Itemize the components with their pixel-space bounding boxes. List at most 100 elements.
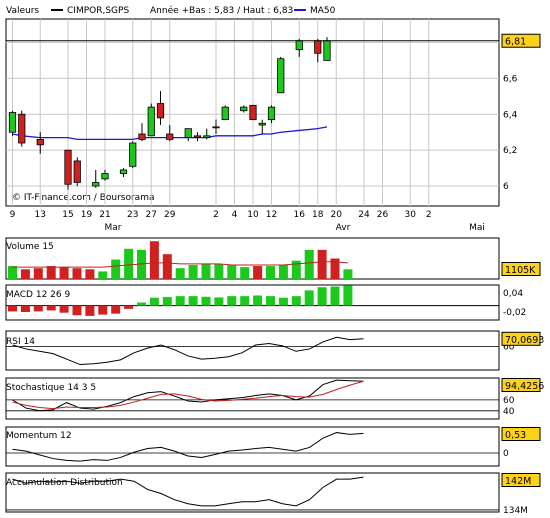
candle-body-7 — [119, 169, 128, 174]
x-tick-label-1: 13 — [35, 210, 46, 220]
accumulation-panel-frame — [5, 472, 500, 513]
stochastic-y-tick-label-0: 60 — [503, 396, 515, 406]
macd-panel-frame — [5, 284, 500, 321]
price-y-tick-label-1: 6,2 — [503, 146, 517, 156]
macd-bar-20 — [266, 296, 275, 306]
candle-body-6 — [101, 173, 109, 180]
macd-bar-22 — [291, 296, 301, 306]
momentum-panel-frame — [5, 426, 500, 467]
macd-bar-1 — [20, 305, 30, 313]
accumulation-title: Accumulation Distribution — [6, 478, 123, 488]
x-tick-label-11: 12 — [266, 210, 277, 220]
macd-bar-17 — [227, 296, 237, 306]
candle-body-1 — [18, 113, 26, 144]
volume-bar-12 — [162, 254, 172, 279]
chart-marks: 66,26,46,66,8913151921232729241012161820… — [5, 18, 544, 516]
macd-bar-0 — [8, 305, 17, 312]
volume-bar-22 — [291, 260, 301, 279]
volume-bar-4 — [59, 267, 69, 279]
stochastic-line-1 — [12, 380, 364, 410]
macd-bar-25 — [330, 286, 340, 306]
x-tick-label-2: 15 — [62, 210, 73, 220]
macd-bar-2 — [33, 305, 43, 312]
macd-bar-6 — [85, 305, 95, 316]
macd-bar-23 — [304, 290, 314, 306]
volume-bar-18 — [240, 267, 250, 279]
x-tick-label-16: 26 — [377, 210, 389, 220]
rsi-tag-box — [501, 331, 541, 346]
panel-label: Valeurs — [6, 6, 39, 16]
momentum-tag-text: 0,53 — [505, 430, 526, 441]
macd-bar-21 — [278, 297, 288, 306]
legend-year-range: Année +Bas : 5,83 / Haut : 6,83 — [150, 5, 293, 16]
macd-bar-4 — [59, 305, 69, 313]
volume-bar-16 — [214, 263, 224, 279]
watermark: © IT-Finance.com / Boursorama — [12, 193, 154, 203]
macd-bar-14 — [188, 296, 198, 306]
volume-bar-21 — [278, 264, 288, 279]
volume-bar-19 — [253, 266, 263, 279]
x-tick-label-12: 16 — [294, 210, 306, 220]
macd-bar-9 — [124, 305, 134, 309]
volume-bar-23 — [304, 249, 314, 279]
macd-bar-15 — [201, 296, 211, 306]
x-tick-label-14: 20 — [331, 210, 343, 220]
rsi-y-tick-label-0: 60 — [503, 343, 515, 353]
volume-bar-11 — [149, 241, 159, 279]
candle-body-11 — [156, 103, 165, 119]
momentum-y-tick-label-0: 0 — [503, 449, 509, 459]
volume-bar-8 — [111, 259, 121, 279]
volume-bar-20 — [266, 266, 275, 279]
volume-panel-frame — [5, 237, 500, 280]
volume-tag-text: 1105K — [505, 265, 536, 276]
x-tick-label-13: 18 — [312, 210, 324, 220]
volume-bar-6 — [85, 269, 95, 279]
volume-bar-1 — [20, 269, 30, 279]
rsi-line-0 — [12, 336, 364, 366]
legend-ma50: MA50 — [310, 6, 336, 16]
candle-body-3 — [64, 149, 72, 185]
volume-bar-9 — [124, 248, 134, 279]
momentum-title: Momentum 12 — [6, 431, 72, 441]
macd-y-tick-label-0: 0,04 — [503, 289, 523, 299]
volume-ma-line — [12, 261, 348, 268]
candle-body-14 — [193, 135, 202, 139]
volume-bar-14 — [188, 264, 198, 279]
x-tick-label-4: 21 — [99, 210, 110, 220]
macd-bar-10 — [137, 302, 146, 306]
month-label-2: Mai — [469, 223, 485, 233]
volume-bar-25 — [330, 258, 340, 279]
macd-bar-18 — [240, 296, 250, 306]
volume-bar-3 — [46, 266, 56, 279]
x-tick-label-0: 9 — [10, 210, 16, 220]
price-y-tick-label-0: 6 — [503, 182, 509, 192]
macd-bar-12 — [162, 297, 172, 306]
candle-body-19 — [249, 104, 257, 121]
volume-bar-0 — [8, 266, 17, 279]
volume-bar-26 — [343, 269, 353, 279]
macd-bar-13 — [175, 296, 185, 306]
stochastic-y-tick-label-1: 40 — [503, 407, 515, 417]
candle-body-8 — [129, 142, 137, 167]
candle-body-22 — [277, 58, 285, 94]
volume-bar-13 — [175, 268, 185, 279]
macd-bar-11 — [149, 297, 159, 306]
rsi-title: RSI 14 — [6, 337, 35, 347]
candle-body-23 — [295, 40, 303, 51]
candle-body-5 — [92, 182, 100, 187]
macd-bar-5 — [72, 305, 82, 316]
volume-bar-24 — [317, 249, 327, 279]
rsi-panel-frame — [5, 330, 500, 371]
candle-body-18 — [240, 106, 248, 112]
candle-body-16 — [212, 126, 220, 129]
candle-body-2 — [36, 139, 44, 146]
header-legend: CIMPOR,SGPS Année +Bas : 5,83 / Haut : 6… — [51, 5, 336, 16]
macd-bar-8 — [111, 305, 121, 314]
price-tag-text: 6,81 — [505, 37, 526, 48]
candle-body-13 — [184, 128, 192, 139]
candle-body-4 — [73, 160, 81, 183]
stochastic-tag-box — [501, 378, 541, 392]
volume-tag-box — [501, 262, 541, 276]
price-tag-box — [501, 33, 541, 48]
